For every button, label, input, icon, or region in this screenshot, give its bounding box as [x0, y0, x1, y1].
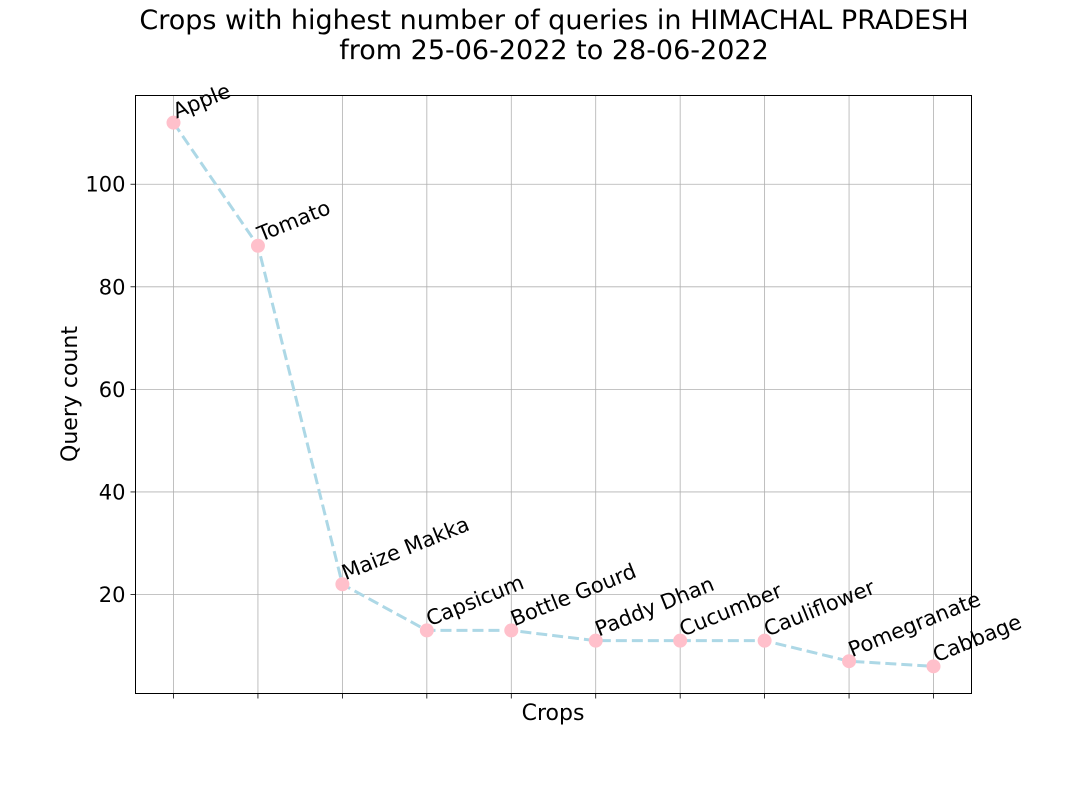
query-count-series-line	[172, 121, 934, 668]
y-axis-ticks: 20 40 60 80 100	[85, 173, 136, 607]
data-point-marker	[842, 654, 857, 669]
data-point-marker	[335, 577, 350, 592]
data-point-marker	[250, 238, 265, 253]
y-tick-label: 40	[99, 480, 126, 504]
data-points	[166, 115, 941, 674]
x-axis-ticks	[173, 693, 934, 699]
data-point-label: Tomato	[253, 195, 334, 246]
grid-lines	[135, 95, 972, 694]
chart-title-line-1: Crops with highest number of queries in …	[139, 5, 968, 36]
data-point-marker	[166, 115, 181, 130]
y-tick-label: 60	[99, 378, 126, 402]
data-point-marker	[673, 633, 688, 648]
data-point-label: Maize Makka	[338, 512, 472, 585]
y-tick-label: 80	[99, 275, 126, 299]
y-tick-label: 20	[99, 583, 126, 607]
data-point-label: Apple	[169, 79, 233, 124]
series-line	[172, 121, 934, 668]
plot-area-frame	[135, 95, 972, 694]
y-axis-label: Query count	[58, 326, 83, 462]
data-point-marker	[504, 623, 519, 638]
x-axis-label: Crops	[522, 701, 585, 726]
data-point-marker	[419, 623, 434, 638]
data-point-marker	[926, 659, 941, 674]
chart-title-line-2: from 25-06-2022 to 28-06-2022	[339, 35, 769, 66]
y-tick-label: 100	[85, 173, 125, 197]
data-point-marker	[757, 633, 772, 648]
data-point-marker	[588, 633, 603, 648]
